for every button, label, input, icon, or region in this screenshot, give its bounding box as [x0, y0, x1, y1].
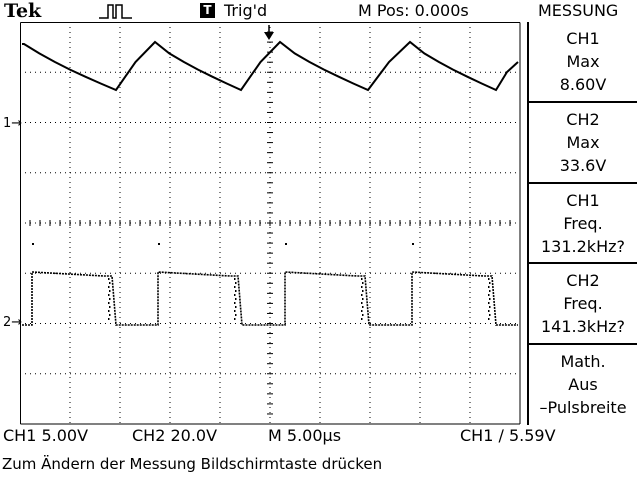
- measurement-type: Aus: [568, 375, 598, 394]
- measurement-value: 8.60V: [559, 75, 607, 94]
- help-text: Zum Ändern der Messung Bildschirmtaste d…: [2, 455, 383, 473]
- ch2-scale: CH2 20.0V: [132, 426, 218, 445]
- horizontal-position: M Pos: 0.000s: [358, 1, 469, 20]
- measurement-panel: CH1 Max 8.60V CH2 Max 33.6V CH1 Freq. 13…: [527, 22, 640, 425]
- ch1-waveform: [22, 40, 519, 92]
- measurement-value: 141.3kHz?: [541, 317, 625, 336]
- ch2-ground-marker[interactable]: 2→: [3, 315, 22, 330]
- pulse-icon: [99, 4, 132, 19]
- trigger-status: Trig'd: [224, 1, 268, 20]
- measurement-5-button[interactable]: Math. Aus –Pulsbreite: [527, 345, 637, 425]
- measurement-1-button[interactable]: CH1 Max 8.60V: [527, 22, 637, 103]
- ch2-waveform: [22, 271, 518, 326]
- menu-title: MESSUNG: [538, 1, 619, 20]
- ch1-marker-label: 1: [3, 116, 12, 131]
- arrow-right-icon: →: [11, 116, 23, 131]
- waveform-display: [20, 22, 521, 425]
- timebase: M 5.00µs: [268, 426, 342, 445]
- measurement-value: –Pulsbreite: [539, 398, 627, 417]
- trigger-level: CH1 ∕ 5.59V: [460, 426, 556, 445]
- measurement-3-button[interactable]: CH1 Freq. 131.2kHz?: [527, 184, 637, 264]
- ch1-scale: CH1 5.00V: [3, 426, 89, 445]
- ch2-transition-dots: [32, 243, 491, 320]
- measurement-4-button[interactable]: CH2 Freq. 141.3kHz?: [527, 264, 637, 345]
- graticule: [20, 22, 521, 425]
- brand-logo: Tek: [4, 0, 42, 22]
- ch1-ground-marker[interactable]: 1→: [3, 116, 22, 131]
- measurement-channel: CH1: [566, 191, 600, 210]
- ch2-marker-label: 2: [3, 315, 12, 330]
- measurement-channel: CH2: [566, 271, 600, 290]
- measurement-type: Freq.: [563, 214, 603, 233]
- status-line: CH1 5.00V CH2 20.0V M 5.00µs CH1 ∕ 5.59V: [0, 426, 640, 450]
- measurement-value: 33.6V: [559, 156, 607, 175]
- top-bar: Tek T Trig'd M Pos: 0.000s MESSUNG: [0, 0, 640, 22]
- trigger-box: T: [200, 3, 215, 18]
- measurement-channel: CH1: [566, 29, 600, 48]
- measurement-2-button[interactable]: CH2 Max 33.6V: [527, 103, 637, 184]
- measurement-value: 131.2kHz?: [541, 237, 625, 256]
- measurement-type: Max: [566, 52, 600, 71]
- measurement-type: Max: [566, 133, 600, 152]
- trigger-position-arrow: [264, 32, 274, 40]
- arrow-right-icon: →: [11, 315, 23, 330]
- measurement-type: Freq.: [563, 294, 603, 313]
- measurement-channel: CH2: [566, 110, 600, 129]
- measurement-channel: Math.: [560, 352, 606, 371]
